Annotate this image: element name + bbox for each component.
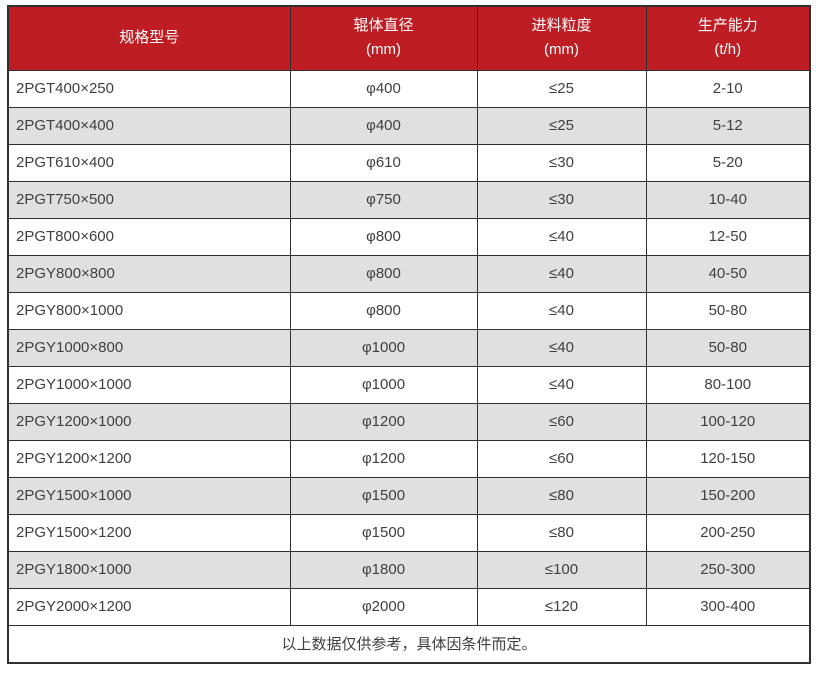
roller-diameter-cell: φ1200 (289, 439, 478, 478)
capacity-cell: 12-50 (645, 217, 811, 256)
roller-diameter-cell: φ1500 (289, 513, 478, 552)
col-header-model-label: 规格型号 (119, 29, 180, 47)
roller-diameter-cell: φ400 (289, 106, 478, 145)
capacity-cell: 50-80 (645, 328, 811, 367)
capacity-cell: 50-80 (645, 291, 811, 330)
table-row: 2PGT750×500 φ750 ≤30 10-40 (7, 180, 811, 219)
table-row: 2PGY1800×1000 φ1800 ≤100 250-300 (7, 550, 811, 589)
table-row: 2PGT400×400 φ400 ≤25 5-12 (7, 106, 811, 145)
feed-size-cell: ≤25 (476, 106, 647, 145)
feed-size-cell: ≤30 (476, 180, 647, 219)
col-header-feed-size-label: 进料粒度 (531, 17, 592, 35)
table-row: 2PGY1200×1200 φ1200 ≤60 120-150 (7, 439, 811, 478)
roller-diameter-cell: φ400 (289, 69, 478, 108)
roller-diameter-cell: φ750 (289, 180, 478, 219)
footer-row: 以上数据仅供参考，具体因条件而定。 (7, 624, 811, 664)
model-cell: 2PGT610×400 (7, 143, 291, 182)
roller-diameter-cell: φ1000 (289, 328, 478, 367)
capacity-cell: 80-100 (645, 365, 811, 404)
feed-size-cell: ≤40 (476, 365, 647, 404)
roller-diameter-cell: φ1500 (289, 476, 478, 515)
capacity-cell: 10-40 (645, 180, 811, 219)
model-cell: 2PGY1000×1000 (7, 365, 291, 404)
col-header-roller-diameter-unit: (mm) (366, 41, 401, 59)
col-header-feed-size: 进料粒度 (mm) (476, 5, 647, 71)
col-header-feed-size-unit: (mm) (544, 41, 579, 59)
capacity-cell: 5-12 (645, 106, 811, 145)
roller-diameter-cell: φ800 (289, 217, 478, 256)
table-row: 2PGT800×600 φ800 ≤40 12-50 (7, 217, 811, 256)
table-body: 2PGT400×250 φ400 ≤25 2-10 2PGT400×400 φ400 ≤25… (7, 69, 811, 626)
footer-note: 以上数据仅供参考，具体因条件而定。 (7, 624, 811, 664)
table-row: 2PGY1500×1000 φ1500 ≤80 150-200 (7, 476, 811, 515)
table-row: 2PGY1500×1200 φ1500 ≤80 200-250 (7, 513, 811, 552)
model-cell: 2PGY1000×800 (7, 328, 291, 367)
col-header-capacity-unit: (t/h) (714, 41, 742, 59)
capacity-cell: 40-50 (645, 254, 811, 293)
col-header-model: 规格型号 (7, 5, 291, 71)
col-header-roller-diameter: 辊体直径 (mm) (289, 5, 478, 71)
roller-diameter-cell: φ610 (289, 143, 478, 182)
col-header-capacity-label: 生产能力 (697, 17, 758, 35)
feed-size-cell: ≤80 (476, 476, 647, 515)
roller-diameter-cell: φ1200 (289, 402, 478, 441)
roller-diameter-cell: φ800 (289, 291, 478, 330)
table-row: 2PGY2000×1200 φ2000 ≤120 300-400 (7, 587, 811, 626)
capacity-cell: 250-300 (645, 550, 811, 589)
table-row: 2PGY800×1000 φ800 ≤40 50-80 (7, 291, 811, 330)
feed-size-cell: ≤40 (476, 291, 647, 330)
model-cell: 2PGT400×400 (7, 106, 291, 145)
model-cell: 2PGY1200×1200 (7, 439, 291, 478)
model-cell: 2PGY1200×1000 (7, 402, 291, 441)
feed-size-cell: ≤80 (476, 513, 647, 552)
model-cell: 2PGY800×800 (7, 254, 291, 293)
capacity-cell: 2-10 (645, 69, 811, 108)
feed-size-cell: ≤25 (476, 69, 647, 108)
col-header-roller-diameter-label: 辊体直径 (353, 17, 414, 35)
table-row: 2PGY1200×1000 φ1200 ≤60 100-120 (7, 402, 811, 441)
table-row: 2PGY1000×1000 φ1000 ≤40 80-100 (7, 365, 811, 404)
model-cell: 2PGY1500×1000 (7, 476, 291, 515)
feed-size-cell: ≤60 (476, 439, 647, 478)
table-row: 2PGY800×800 φ800 ≤40 40-50 (7, 254, 811, 293)
model-cell: 2PGY800×1000 (7, 291, 291, 330)
roller-diameter-cell: φ800 (289, 254, 478, 293)
model-cell: 2PGT750×500 (7, 180, 291, 219)
table-row: 2PGT610×400 φ610 ≤30 5-20 (7, 143, 811, 182)
table-row: 2PGT400×250 φ400 ≤25 2-10 (7, 69, 811, 108)
capacity-cell: 5-20 (645, 143, 811, 182)
col-header-capacity: 生产能力 (t/h) (645, 5, 811, 71)
capacity-cell: 120-150 (645, 439, 811, 478)
model-cell: 2PGT400×250 (7, 69, 291, 108)
feed-size-cell: ≤100 (476, 550, 647, 589)
capacity-cell: 100-120 (645, 402, 811, 441)
model-cell: 2PGT800×600 (7, 217, 291, 256)
roller-diameter-cell: φ1000 (289, 365, 478, 404)
feed-size-cell: ≤40 (476, 217, 647, 256)
feed-size-cell: ≤40 (476, 254, 647, 293)
feed-size-cell: ≤30 (476, 143, 647, 182)
feed-size-cell: ≤60 (476, 402, 647, 441)
model-cell: 2PGY2000×1200 (7, 587, 291, 626)
feed-size-cell: ≤120 (476, 587, 647, 626)
capacity-cell: 300-400 (645, 587, 811, 626)
roller-diameter-cell: φ1800 (289, 550, 478, 589)
table-row: 2PGY1000×800 φ1000 ≤40 50-80 (7, 328, 811, 367)
model-cell: 2PGY1500×1200 (7, 513, 291, 552)
feed-size-cell: ≤40 (476, 328, 647, 367)
capacity-cell: 150-200 (645, 476, 811, 515)
header-row: 规格型号 辊体直径 (mm) 进料粒度 (mm) 生产能力 (t/h) (7, 5, 811, 71)
capacity-cell: 200-250 (645, 513, 811, 552)
spec-table: 规格型号 辊体直径 (mm) 进料粒度 (mm) 生产能力 (t/h) 2PGT… (7, 5, 811, 664)
roller-diameter-cell: φ2000 (289, 587, 478, 626)
model-cell: 2PGY1800×1000 (7, 550, 291, 589)
